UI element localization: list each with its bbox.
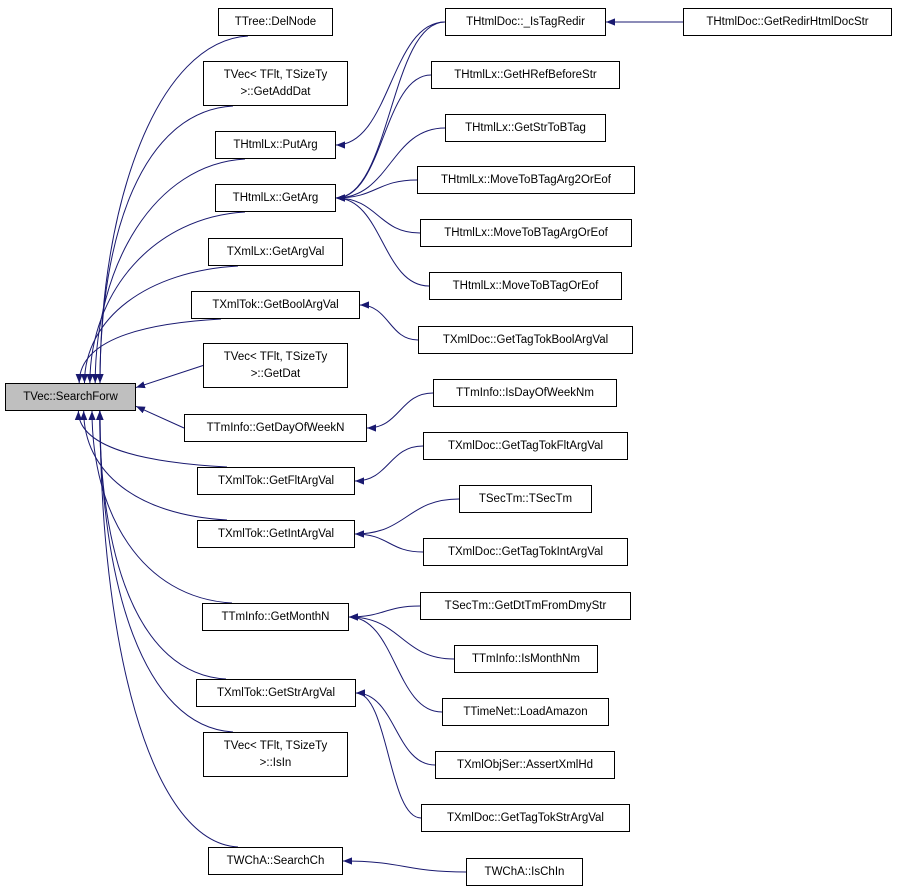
node-label: TTmInfo::IsDayOfWeekNm (456, 386, 594, 399)
node-movetobtagoreof[interactable]: THtmlLx::MoveToBTagOrEof (429, 272, 622, 300)
node-label: TVec< TFlt, TSizeTy >::GetAddDat (223, 68, 328, 98)
edge-assertxmlhd-to-getstrargval (355, 689, 436, 766)
node-label: TTmInfo::GetDayOfWeekN (206, 421, 345, 434)
edge-getintargval-to-root (80, 410, 228, 521)
node-loadamazon[interactable]: TTimeNet::LoadAmazon (442, 698, 609, 726)
node-getmonthn[interactable]: TTmInfo::GetMonthN (202, 603, 349, 631)
node-ismonthnm[interactable]: TTmInfo::IsMonthNm (454, 645, 598, 673)
edge-getadddat-to-root (96, 105, 234, 384)
node-xmllxgetargval[interactable]: TXmlLx::GetArgVal (208, 238, 343, 266)
node-gettagtokboolargval[interactable]: TXmlDoc::GetTagTokBoolArgVal (418, 326, 633, 354)
node-getdttmfromdmystr[interactable]: TSecTm::GetDtTmFromDmyStr (420, 592, 631, 620)
edge-isin-to-root (96, 410, 234, 733)
node-label: TXmlLx::GetArgVal (226, 245, 325, 258)
edge-movetobtagargoreof-to-getarg (335, 194, 421, 234)
node-movetobtagargoreof[interactable]: THtmlLx::MoveToBTagArgOrEof (420, 219, 632, 247)
node-label: TTmInfo::GetMonthN (221, 610, 330, 623)
edge-movetobtagarg2oreof-to-getarg (335, 179, 418, 202)
node-putarg[interactable]: THtmlLx::PutArg (215, 131, 336, 159)
node-label: TSecTm::TSecTm (478, 492, 573, 505)
node-label: TWChA::IsChIn (484, 865, 565, 878)
edge-gettagtokboolargval-to-getboolargval (359, 301, 419, 341)
edge-ismonthnm-to-getmonthn (348, 613, 455, 660)
edge-getmonthn-to-root (88, 410, 233, 604)
node-gettagtokfltargval[interactable]: TXmlDoc::GetTagTokFltArgVal (423, 432, 628, 460)
node-label: TSecTm::GetDtTmFromDmyStr (444, 599, 607, 612)
node-getadddat[interactable]: TVec< TFlt, TSizeTy >::GetAddDat (203, 61, 348, 106)
edge-gettagtokintargval-to-getintargval (354, 530, 424, 553)
node-movetobtagarg2oreof[interactable]: THtmlLx::MoveToBTagArg2OrEof (417, 166, 635, 194)
node-getstrargval[interactable]: TXmlTok::GetStrArgVal (196, 679, 356, 707)
edge-getdayofweekn-to-root (135, 405, 185, 429)
node-label: TXmlDoc::GetTagTokStrArgVal (446, 811, 604, 824)
edge-loadamazon-to-getmonthn (348, 613, 443, 713)
node-label: TTmInfo::IsMonthNm (472, 652, 580, 665)
node-label: TVec::SearchForw (23, 390, 118, 403)
node-istagredir[interactable]: THtmlDoc::_IsTagRedir (445, 8, 606, 36)
node-label: THtmlLx::MoveToBTagArgOrEof (444, 226, 608, 239)
node-delnode[interactable]: TTree::DelNode (218, 8, 333, 36)
node-label: TXmlDoc::GetTagTokFltArgVal (447, 439, 604, 452)
edge-istagredir-to-putarg (335, 21, 446, 149)
node-gethrefbeforestr[interactable]: THtmlLx::GetHRefBeforeStr (431, 61, 620, 89)
edge-gettagtokstrargval-to-getstrargval (355, 689, 422, 819)
edge-getarg-to-root (86, 211, 246, 384)
edge-ischin-to-searchch (342, 857, 467, 873)
edge-gethrefbeforestr-to-getarg (335, 74, 432, 202)
node-label: TWChA::SearchCh (226, 854, 325, 867)
node-label: TXmlTok::GetStrArgVal (216, 686, 335, 699)
node-gettagtokstrargval[interactable]: TXmlDoc::GetTagTokStrArgVal (421, 804, 630, 832)
node-isin[interactable]: TVec< TFlt, TSizeTy >::IsIn (203, 732, 348, 777)
node-ischin[interactable]: TWChA::IsChIn (466, 858, 583, 886)
node-label: TXmlTok::GetBoolArgVal (212, 298, 339, 311)
node-label: TXmlTok::GetIntArgVal (217, 527, 335, 540)
node-label: THtmlDoc::GetRedirHtmlDocStr (706, 15, 869, 28)
node-getfltargval[interactable]: TXmlTok::GetFltArgVal (197, 467, 355, 495)
edge-tsectm-to-getintargval (354, 498, 460, 538)
node-label: THtmlLx::GetStrToBTag (465, 121, 586, 134)
node-getdat[interactable]: TVec< TFlt, TSizeTy >::GetDat (203, 343, 348, 388)
node-label: THtmlLx::MoveToBTagArg2OrEof (440, 173, 611, 186)
edge-movetobtagoreof-to-getarg (335, 194, 430, 287)
node-getdayofweekn[interactable]: TTmInfo::GetDayOfWeekN (184, 414, 367, 442)
node-label: THtmlLx::GetHRefBeforeStr (454, 68, 597, 81)
node-assertxmlhd[interactable]: TXmlObjSer::AssertXmlHd (435, 751, 615, 779)
node-label: THtmlLx::GetArg (232, 191, 319, 204)
node-getarg[interactable]: THtmlLx::GetArg (215, 184, 336, 212)
node-label: THtmlLx::MoveToBTagOrEof (452, 279, 599, 292)
edge-searchch-to-root (96, 410, 239, 848)
node-getboolargval[interactable]: TXmlTok::GetBoolArgVal (191, 291, 360, 319)
node-label: TVec< TFlt, TSizeTy >::GetDat (223, 350, 328, 380)
node-getstrtobtag[interactable]: THtmlLx::GetStrToBTag (445, 114, 606, 142)
edge-getdat-to-root (135, 365, 204, 389)
edge-getboolargval-to-root (75, 318, 222, 384)
node-label: TVec< TFlt, TSizeTy >::IsIn (223, 739, 328, 769)
node-label: TTimeNet::LoadAmazon (463, 705, 588, 718)
node-gettagtokintargval[interactable]: TXmlDoc::GetTagTokIntArgVal (423, 538, 628, 566)
edge-gettagtokfltargval-to-getfltargval (354, 445, 424, 485)
node-label: THtmlDoc::_IsTagRedir (466, 15, 585, 28)
node-getredirhtmldocstr[interactable]: THtmlDoc::GetRedirHtmlDocStr (683, 8, 892, 36)
node-label: THtmlLx::PutArg (233, 138, 318, 151)
edge-isdayofweeknm-to-getdayofweekn (366, 392, 434, 432)
node-root[interactable]: TVec::SearchForw (5, 383, 136, 411)
edge-getdttmfromdmystr-to-getmonthn (348, 605, 421, 621)
node-label: TXmlTok::GetFltArgVal (217, 474, 335, 487)
edge-putarg-to-root (91, 158, 246, 384)
node-isdayofweeknm[interactable]: TTmInfo::IsDayOfWeekNm (433, 379, 617, 407)
node-getintargval[interactable]: TXmlTok::GetIntArgVal (197, 520, 355, 548)
node-label: TTree::DelNode (234, 15, 317, 28)
node-searchch[interactable]: TWChA::SearchCh (208, 847, 343, 875)
node-label: TXmlDoc::GetTagTokIntArgVal (447, 545, 604, 558)
node-tsectm[interactable]: TSecTm::TSecTm (459, 485, 592, 513)
node-label: TXmlDoc::GetTagTokBoolArgVal (442, 333, 609, 346)
edge-getstrtobtag-to-getarg (335, 127, 446, 202)
edge-getfltargval-to-root (74, 410, 228, 468)
node-label: TXmlObjSer::AssertXmlHd (456, 758, 594, 771)
